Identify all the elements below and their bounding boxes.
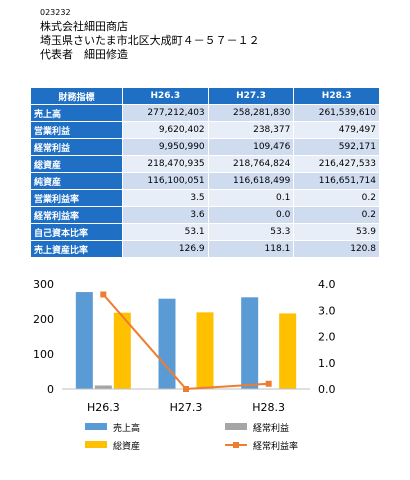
table-cell: 116,618,499: [207, 172, 295, 190]
table-cell: 592,171: [293, 138, 380, 156]
chart-bar: [279, 313, 297, 389]
table-row: 売上高 277,212,403 258,281,830 261,539,610: [30, 104, 380, 122]
x-tick-label: H28.3: [252, 401, 285, 414]
row-label: 経常利益: [30, 138, 123, 156]
financial-chart: 0 100 200 300 0.0 1.0 2.0 3.0 4.0 H26.3 H27.3 H28.3…: [33, 278, 336, 452]
legend-entry: 経常利益: [253, 422, 289, 434]
table-corner-header: 財務指標: [30, 87, 123, 105]
table-cell: 3.6: [122, 206, 209, 224]
legend-entry: 経常利益率: [253, 440, 298, 452]
table-cell: 116,100,051: [122, 172, 209, 190]
column-header: H26.3: [122, 87, 209, 105]
y-right-tick-label: 2.0: [318, 331, 336, 344]
table-row: 経常利益 9,950,990 109,476 592,171: [30, 138, 380, 156]
legend-entry: 総資産: [113, 440, 140, 452]
table-cell: 479,497: [293, 121, 380, 139]
table-row: 営業利益 9,620,402 238,377 479,497: [30, 121, 380, 139]
table-row: 総資産 218,470,935 218,764,824 216,427,533: [30, 155, 380, 173]
y-left-tick-label: 100: [33, 348, 54, 361]
table-cell: 53.3: [207, 223, 295, 241]
legend-swatch: [85, 423, 107, 430]
table-cell: 0.2: [293, 189, 380, 207]
table-cell: 238,377: [207, 121, 295, 139]
table-cell: 9,620,402: [122, 121, 209, 139]
table-cell: 218,764,824: [207, 155, 295, 173]
table-cell: 218,470,935: [122, 155, 209, 173]
table-row: 自己資本比率 53.1 53.3 53.9: [30, 223, 380, 241]
row-label: 営業利益率: [30, 189, 123, 207]
table-cell: 0.1: [207, 189, 295, 207]
table-cell: 118.1: [207, 240, 295, 258]
table-cell: 277,212,403: [122, 104, 209, 122]
y-left-tick-label: 200: [33, 313, 54, 326]
chart-point: [265, 380, 272, 387]
table-row: 売上資産比率 126.9 118.1 120.8: [30, 240, 380, 258]
y-right-tick-label: 1.0: [318, 357, 336, 370]
table-cell: 216,427,533: [293, 155, 380, 173]
table-header-row: 財務指標 H26.3 H27.3 H28.3: [30, 87, 380, 105]
company-name: 株式会社細田商店: [40, 20, 128, 33]
x-tick-label: H27.3: [170, 401, 203, 414]
table-cell: 109,476: [207, 138, 295, 156]
table-cell: 126.9: [122, 240, 209, 258]
chart-bar: [113, 312, 131, 389]
y-left-tick-label: 0: [47, 383, 54, 396]
table-row: 純資産 116,100,051 116,618,499 116,651,714: [30, 172, 380, 190]
chart-bar: [196, 312, 214, 389]
row-label: 自己資本比率: [30, 223, 123, 241]
legend-entry: 売上高: [113, 422, 140, 434]
row-label: 総資産: [30, 155, 123, 173]
y-right-tick-label: 0.0: [318, 383, 336, 396]
company-representative: 代表者 細田修造: [40, 48, 128, 61]
row-label: 売上高: [30, 104, 123, 122]
chart-bar: [158, 298, 176, 389]
table-cell: 261,539,610: [293, 104, 380, 122]
chart-bar: [241, 297, 259, 389]
table-cell: 120.8: [293, 240, 380, 258]
table-cell: 3.5: [122, 189, 209, 207]
y-right-tick-label: 4.0: [318, 278, 336, 291]
table-row: 営業利益率 3.5 0.1 0.2: [30, 189, 380, 207]
y-left-tick-label: 300: [33, 278, 54, 291]
chart-point: [183, 386, 189, 392]
y-right-tick-label: 3.0: [318, 304, 336, 317]
table-cell: 53.1: [122, 223, 209, 241]
table-cell: 9,950,990: [122, 138, 209, 156]
table-cell: 0.2: [293, 206, 380, 224]
row-label: 経常利益率: [30, 206, 123, 224]
table-row: 経常利益率 3.6 0.0 0.2: [30, 206, 380, 224]
row-label: 売上資産比率: [30, 240, 123, 258]
legend-swatch-marker: [233, 442, 239, 448]
column-header: H27.3: [207, 87, 295, 105]
table-cell: 258,281,830: [207, 104, 295, 122]
x-tick-label: H26.3: [87, 401, 120, 414]
table-cell: 0.0: [207, 206, 295, 224]
financial-table: 財務指標 H26.3 H27.3 H28.3 売上高 277,212,403 2…: [30, 87, 380, 258]
row-label: 営業利益: [30, 121, 123, 139]
row-label: 純資産: [30, 172, 123, 190]
table-cell: 116,651,714: [293, 172, 380, 190]
chart-bar: [75, 292, 93, 389]
legend-swatch: [225, 423, 247, 430]
company-header: 023232 株式会社細田商店 埼玉県さいたま市北区大成町４－５７－１２ 代表者…: [40, 8, 260, 62]
company-address: 埼玉県さいたま市北区大成町４－５７－１２: [40, 34, 260, 47]
legend-swatch: [85, 441, 107, 448]
company-code: 023232: [40, 8, 71, 17]
chart-point: [100, 291, 107, 298]
chart-bar: [94, 385, 112, 389]
table-cell: 53.9: [293, 223, 380, 241]
column-header: H28.3: [293, 87, 380, 105]
